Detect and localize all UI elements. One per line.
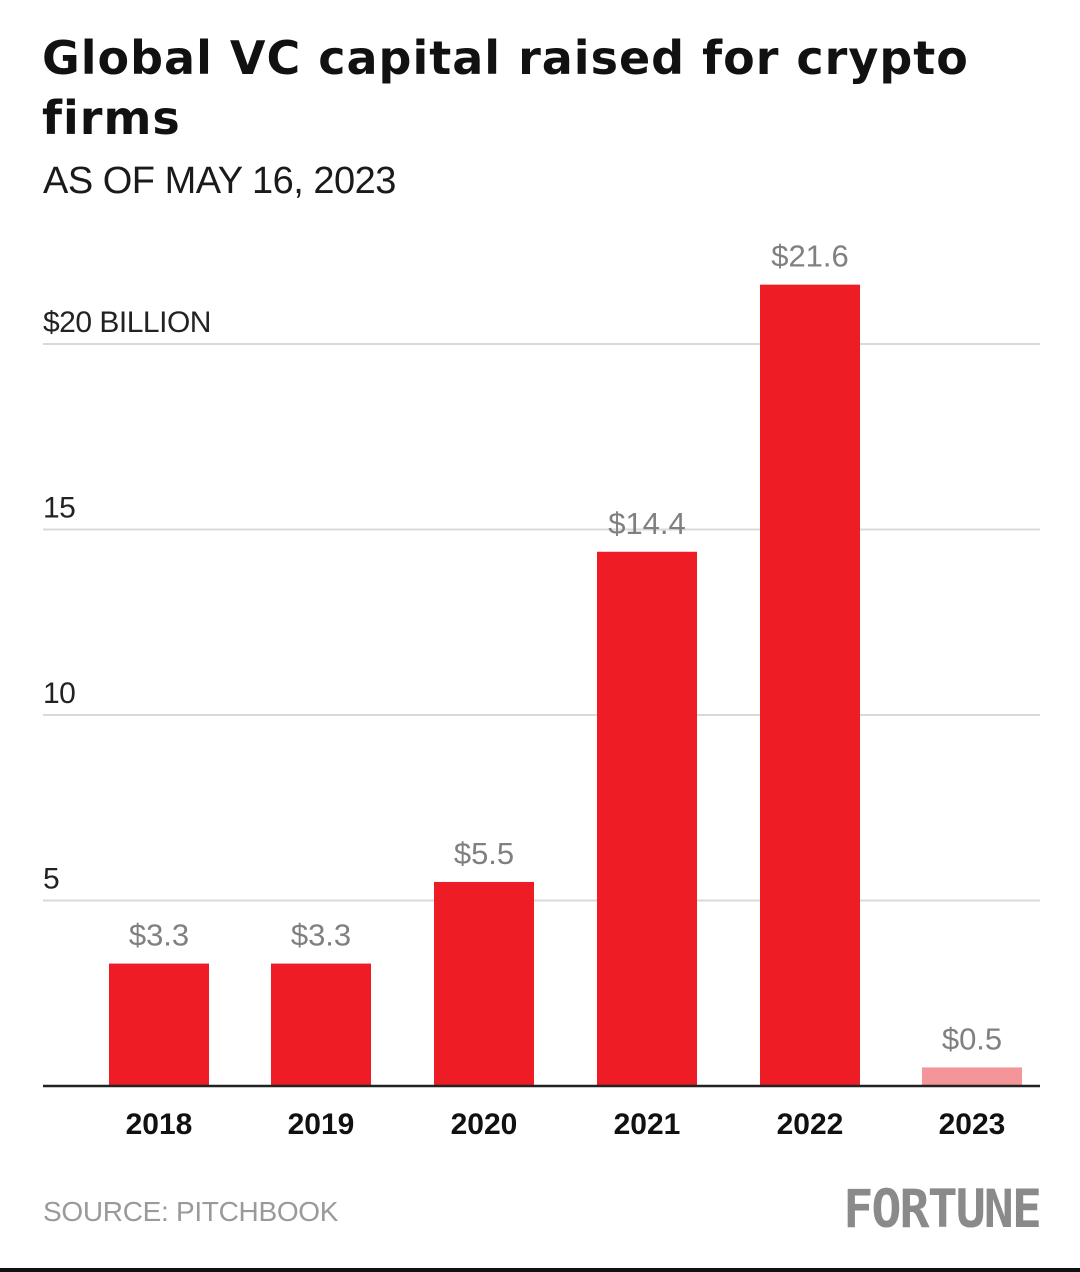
y-tick-label: 10 xyxy=(43,677,75,710)
x-tick-label: 2023 xyxy=(939,1108,1006,1141)
bar-2018 xyxy=(109,963,209,1086)
bar-chart: 5 10 15 $20 BILLION $3.3 2018 $3.3 2019 $5.5 2020… xyxy=(43,239,1040,1141)
bar-2023 xyxy=(922,1067,1022,1086)
y-tick-label: 15 xyxy=(43,492,75,525)
chart-title: Global VC capital raised for crypto firm… xyxy=(42,31,969,145)
x-tick-label: 2022 xyxy=(777,1108,844,1141)
bottom-rule xyxy=(0,1268,1080,1272)
x-tick-label: 2019 xyxy=(288,1108,355,1141)
chart-subtitle: AS OF MAY 16, 2023 xyxy=(43,160,396,202)
data-label: $14.4 xyxy=(608,506,686,541)
data-label: $0.5 xyxy=(942,1021,1002,1056)
bar-2020 xyxy=(434,881,534,1086)
data-label: $21.6 xyxy=(771,239,849,274)
x-tick-label: 2021 xyxy=(614,1108,681,1141)
data-label: $3.3 xyxy=(129,918,189,953)
x-tick-label: 2018 xyxy=(126,1108,193,1141)
bar-2019 xyxy=(271,963,371,1086)
y-tick-label: $20 BILLION xyxy=(43,306,211,339)
x-tick-label: 2020 xyxy=(451,1108,518,1141)
data-label: $3.3 xyxy=(291,918,351,953)
bar-2022 xyxy=(760,284,860,1086)
fortune-logo: FORTUNE xyxy=(843,1178,1042,1240)
source-note: SOURCE: PITCHBOOK xyxy=(43,1196,339,1227)
bar-2021 xyxy=(597,551,697,1086)
data-label: $5.5 xyxy=(454,836,514,871)
y-tick-label: 5 xyxy=(43,863,59,896)
